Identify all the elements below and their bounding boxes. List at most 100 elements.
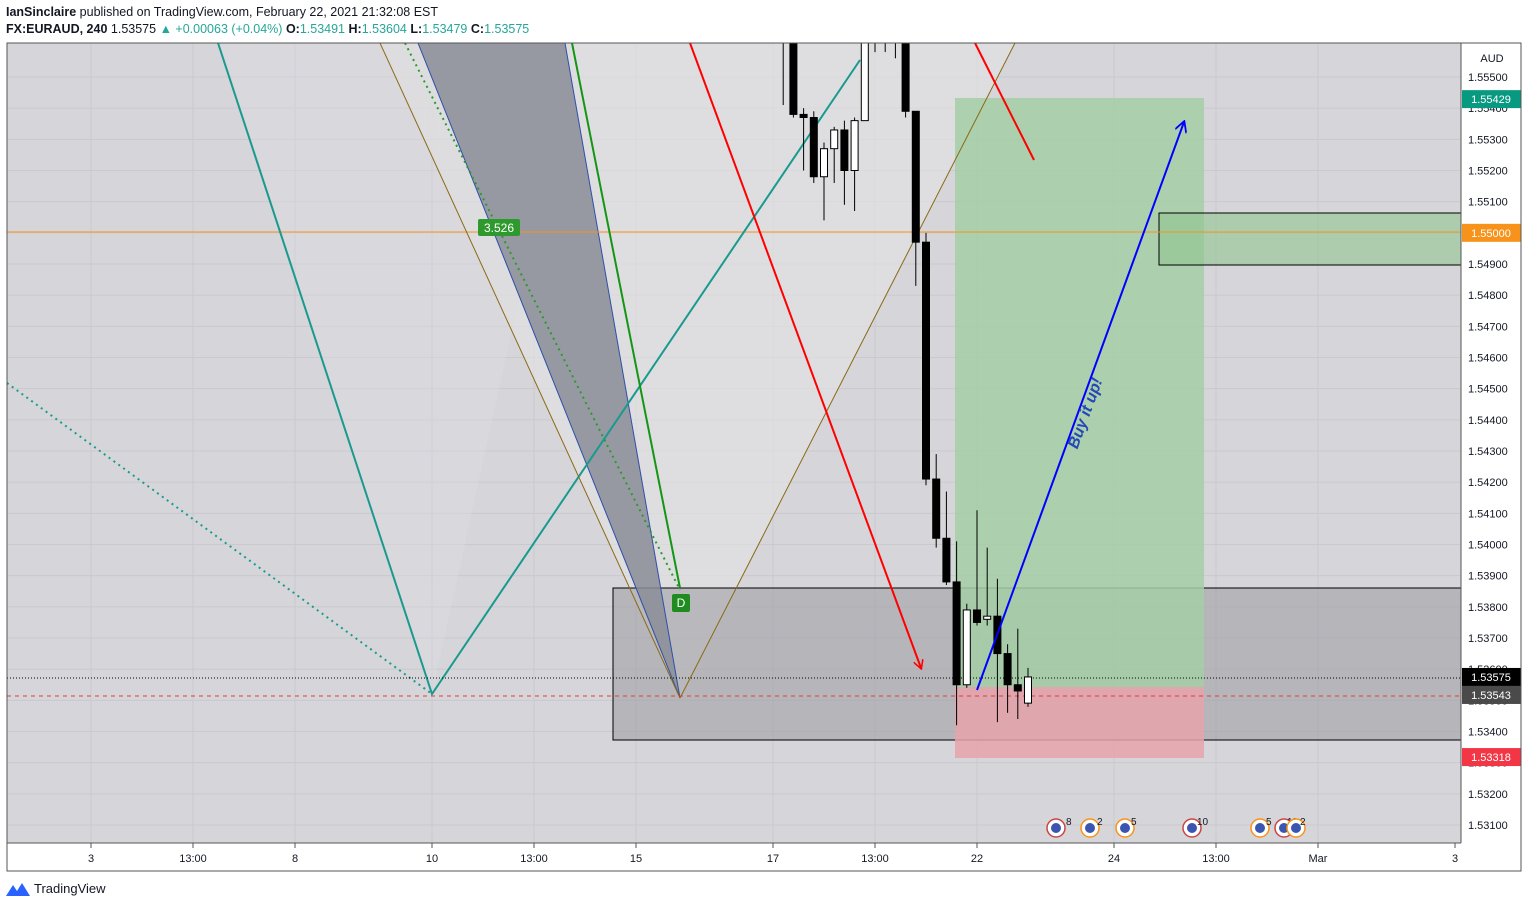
candle-body[interactable] bbox=[1003, 653, 1012, 686]
price-tick-label: 1.53200 bbox=[1468, 789, 1508, 801]
long-target-zone[interactable] bbox=[955, 98, 1204, 687]
long-stop-zone[interactable] bbox=[955, 687, 1204, 758]
candle-body[interactable] bbox=[901, 36, 910, 112]
footer: TradingView bbox=[6, 881, 106, 896]
event-count: 5 bbox=[1131, 817, 1137, 828]
chart-frame bbox=[6, 42, 1522, 872]
chart-header: IanSinclaire published on TradingView.co… bbox=[6, 4, 529, 38]
pattern-ratio-label: 3.526 bbox=[484, 221, 514, 235]
last-price: 1.53575 bbox=[110, 22, 157, 36]
ohlc-line: FX:EURAUD, 240 1.53575 ▲ +0.00063 (+0.04… bbox=[6, 21, 529, 38]
price-tick-label: 1.55100 bbox=[1468, 197, 1508, 209]
red-down-line[interactable] bbox=[974, 43, 1035, 161]
candle-body[interactable] bbox=[882, 33, 889, 39]
high-value: 1.53604 bbox=[361, 22, 407, 36]
time-tick-label: 13:00 bbox=[861, 853, 889, 865]
green-dotted-line[interactable] bbox=[404, 43, 681, 591]
price-tick-label: 1.53900 bbox=[1468, 571, 1508, 583]
candle-body[interactable] bbox=[789, 40, 798, 115]
price-tick-label: 1.54100 bbox=[1468, 508, 1508, 520]
candle-body[interactable] bbox=[983, 615, 992, 620]
price-tick-label: 1.55300 bbox=[1468, 134, 1508, 146]
price-label-text: 1.55000 bbox=[1471, 228, 1511, 240]
event-badge[interactable]: 5 bbox=[1250, 817, 1272, 838]
price-label-text: 1.55429 bbox=[1471, 94, 1511, 106]
time-tick-label: 13:00 bbox=[1202, 853, 1230, 865]
resistance-box[interactable] bbox=[1158, 212, 1461, 266]
open-label: O: bbox=[285, 22, 300, 36]
event-badge[interactable]: 8 bbox=[1046, 817, 1072, 838]
teal-dotted-line[interactable] bbox=[7, 382, 433, 695]
event-count: 8 bbox=[1066, 817, 1072, 828]
price-tick-label: 1.54000 bbox=[1468, 540, 1508, 552]
published-text: published on TradingView.com, February 2… bbox=[79, 5, 439, 19]
time-ticks: 3 13:00 8 10 13:00 15 17 13:00 22 24 13:00 Mar 3 bbox=[88, 843, 1458, 865]
event-badge[interactable]: 10 bbox=[1182, 817, 1209, 838]
candle-body[interactable] bbox=[892, 36, 899, 37]
candle-body[interactable] bbox=[809, 117, 818, 178]
currency-label: AUD bbox=[1480, 53, 1503, 65]
event-badge[interactable]: 2 bbox=[1080, 817, 1103, 838]
point-d-badge[interactable] bbox=[672, 594, 690, 612]
pattern-wedge[interactable] bbox=[417, 43, 681, 699]
candle-body[interactable] bbox=[1013, 684, 1022, 692]
candle-body[interactable] bbox=[911, 110, 920, 243]
time-tick-label: 13:00 bbox=[520, 853, 548, 865]
candle-body[interactable] bbox=[780, 40, 787, 41]
xabcd-teal-lines[interactable] bbox=[217, 43, 861, 697]
time-tick-label: 3 bbox=[88, 853, 94, 865]
price-tick-label: 1.55200 bbox=[1468, 166, 1508, 178]
event-count: 5 bbox=[1266, 817, 1272, 828]
candle-body[interactable] bbox=[1024, 676, 1032, 704]
pattern-ratio-badge[interactable] bbox=[478, 219, 520, 236]
candle-body[interactable] bbox=[860, 30, 869, 122]
high-label: H: bbox=[348, 22, 362, 36]
price-label-last bbox=[1462, 667, 1521, 686]
price-tick-label: 1.54500 bbox=[1468, 384, 1508, 396]
time-tick-label: 8 bbox=[292, 853, 298, 865]
time-tick-label: 3 bbox=[1452, 853, 1458, 865]
candle-body[interactable] bbox=[872, 36, 879, 39]
candle-body[interactable] bbox=[830, 129, 839, 150]
candle-body[interactable] bbox=[932, 478, 941, 539]
symbol-label[interactable]: FX:EURAUD, 240 bbox=[6, 22, 108, 36]
low-label: L: bbox=[410, 22, 423, 36]
candle-body[interactable] bbox=[840, 129, 849, 172]
candle-body[interactable] bbox=[770, 36, 777, 39]
price-tick-label: 1.53800 bbox=[1468, 602, 1508, 614]
event-badges[interactable]: 8 2 5 10 5 11 2 bbox=[1046, 817, 1306, 838]
candle-body[interactable] bbox=[962, 609, 971, 686]
red-down-arrow[interactable] bbox=[689, 43, 921, 668]
price-tick-label: 1.54800 bbox=[1468, 290, 1508, 302]
candle-body[interactable] bbox=[973, 609, 981, 623]
time-axis[interactable] bbox=[7, 843, 1521, 871]
candle-body[interactable] bbox=[799, 113, 808, 119]
candle-body[interactable] bbox=[820, 148, 828, 178]
brand-name[interactable]: TradingView bbox=[34, 881, 106, 896]
event-badge[interactable]: 2 bbox=[1286, 817, 1306, 838]
publisher-name[interactable]: IanSinclaire bbox=[6, 5, 77, 19]
blue-up-arrow[interactable] bbox=[976, 122, 1184, 691]
event-count: 2 bbox=[1300, 817, 1306, 828]
brown-line-right[interactable] bbox=[679, 43, 1016, 699]
time-tick-label: 13:00 bbox=[179, 853, 207, 865]
low-value: 1.53479 bbox=[422, 22, 468, 36]
brown-line-left[interactable] bbox=[379, 43, 681, 699]
candle-body[interactable] bbox=[952, 581, 961, 686]
tradingview-logo-icon[interactable] bbox=[6, 882, 30, 896]
candle-body[interactable] bbox=[850, 120, 859, 171]
price-tick-label: 1.53400 bbox=[1468, 727, 1508, 739]
price-axis[interactable] bbox=[1461, 43, 1521, 843]
price-label-entry bbox=[1462, 685, 1521, 704]
price-label-target bbox=[1462, 90, 1521, 109]
time-tick-label: 15 bbox=[630, 853, 642, 865]
green-leg-line[interactable] bbox=[571, 43, 681, 589]
candles[interactable] bbox=[770, 30, 1032, 726]
event-badge[interactable]: 5 bbox=[1115, 817, 1137, 838]
open-value: 1.53491 bbox=[299, 22, 346, 36]
time-tick-label: 10 bbox=[426, 853, 438, 865]
price-tick-label: 1.53100 bbox=[1468, 820, 1508, 832]
candle-body[interactable] bbox=[922, 241, 930, 480]
candle-body[interactable] bbox=[942, 537, 951, 583]
